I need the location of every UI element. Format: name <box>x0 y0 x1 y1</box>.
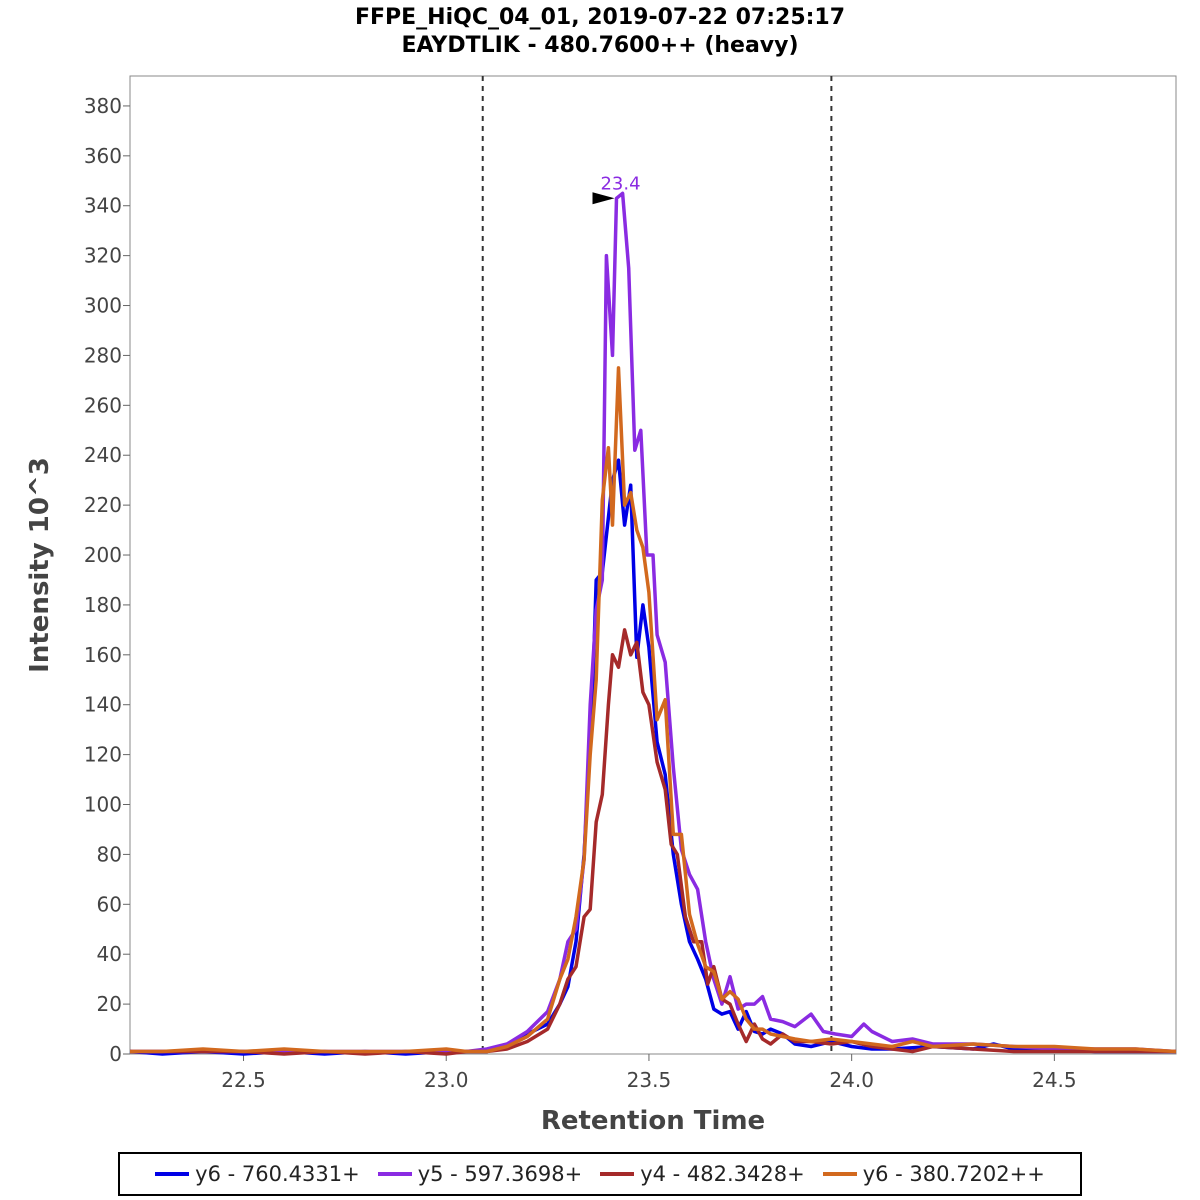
series-line <box>130 366 1177 1054</box>
peak-label: 23.4 <box>600 173 640 194</box>
y-tick-label: 60 <box>97 892 122 916</box>
legend: y6 - 760.4331+ y5 - 597.3698+ y4 - 482.3… <box>118 1152 1082 1196</box>
legend-swatch <box>600 1172 635 1176</box>
y-tick-label: 280 <box>84 343 122 367</box>
y-tick-label: 140 <box>84 693 122 717</box>
y-tick-label: 80 <box>97 842 122 866</box>
x-tick-label: 22.5 <box>221 1068 266 1092</box>
y-tick-label: 380 <box>84 94 122 118</box>
legend-label: y4 - 482.3428+ <box>640 1162 805 1186</box>
chromatogram-chart: FFPE_HiQC_04_01, 2019-07-22 07:25:17 EAY… <box>25 5 1177 1136</box>
y-tick-label: 120 <box>84 743 122 767</box>
legend-label: y6 - 760.4331+ <box>195 1162 360 1186</box>
y-tick-label: 40 <box>97 942 122 966</box>
chart-subtitle: EAYDTLIK - 480.7600++ (heavy) <box>401 33 798 58</box>
peak-annotation: 23.4 <box>592 173 641 205</box>
y-tick-label: 360 <box>84 144 122 168</box>
legend-item-y5-597: y5 - 597.3698+ <box>377 1162 583 1186</box>
series-line <box>130 191 1177 1054</box>
chart-title: FFPE_HiQC_04_01, 2019-07-22 07:25:17 <box>355 5 845 30</box>
x-tick-label: 24.5 <box>1032 1068 1077 1092</box>
x-tick-label: 24.0 <box>829 1068 874 1092</box>
legend-item-y6-760: y6 - 760.4331+ <box>155 1162 360 1186</box>
x-axis-label: Retention Time <box>541 1106 765 1136</box>
y-tick-label: 160 <box>84 643 122 667</box>
peak-marker <box>592 192 615 205</box>
series-lines <box>129 191 1177 1056</box>
y-tick-label: 340 <box>84 194 122 218</box>
x-tick-label: 23.0 <box>424 1068 469 1092</box>
y-tick-label: 0 <box>109 1042 122 1066</box>
legend-label: y6 - 380.7202++ <box>862 1162 1045 1186</box>
x-axis: 22.5 23.0 23.5 24.0 24.5 <box>221 1054 1077 1092</box>
legend-swatch <box>155 1172 190 1176</box>
legend-swatch <box>377 1172 412 1176</box>
y-axis: 0 20 40 60 80 100 120 140 160 180 200 220 240 260 280 3… <box>84 94 130 1066</box>
legend-item-y4-482: y4 - 482.3428+ <box>600 1162 805 1186</box>
y-tick-label: 180 <box>84 593 122 617</box>
y-tick-label: 220 <box>84 493 122 517</box>
y-tick-label: 260 <box>84 393 122 417</box>
y-tick-label: 300 <box>84 294 122 318</box>
y-tick-label: 320 <box>84 244 122 268</box>
y-tick-label: 20 <box>97 992 122 1016</box>
x-tick-label: 23.5 <box>627 1068 672 1092</box>
legend-item-y6-380: y6 - 380.7202++ <box>822 1162 1045 1186</box>
y-tick-label: 100 <box>84 793 122 817</box>
y-tick-label: 240 <box>84 443 122 467</box>
y-tick-label: 200 <box>84 543 122 567</box>
y-axis-label: Intensity 10^3 <box>25 457 55 673</box>
integration-boundaries <box>481 76 833 1054</box>
legend-label: y5 - 597.3698+ <box>417 1162 583 1186</box>
legend-swatch <box>822 1172 857 1176</box>
